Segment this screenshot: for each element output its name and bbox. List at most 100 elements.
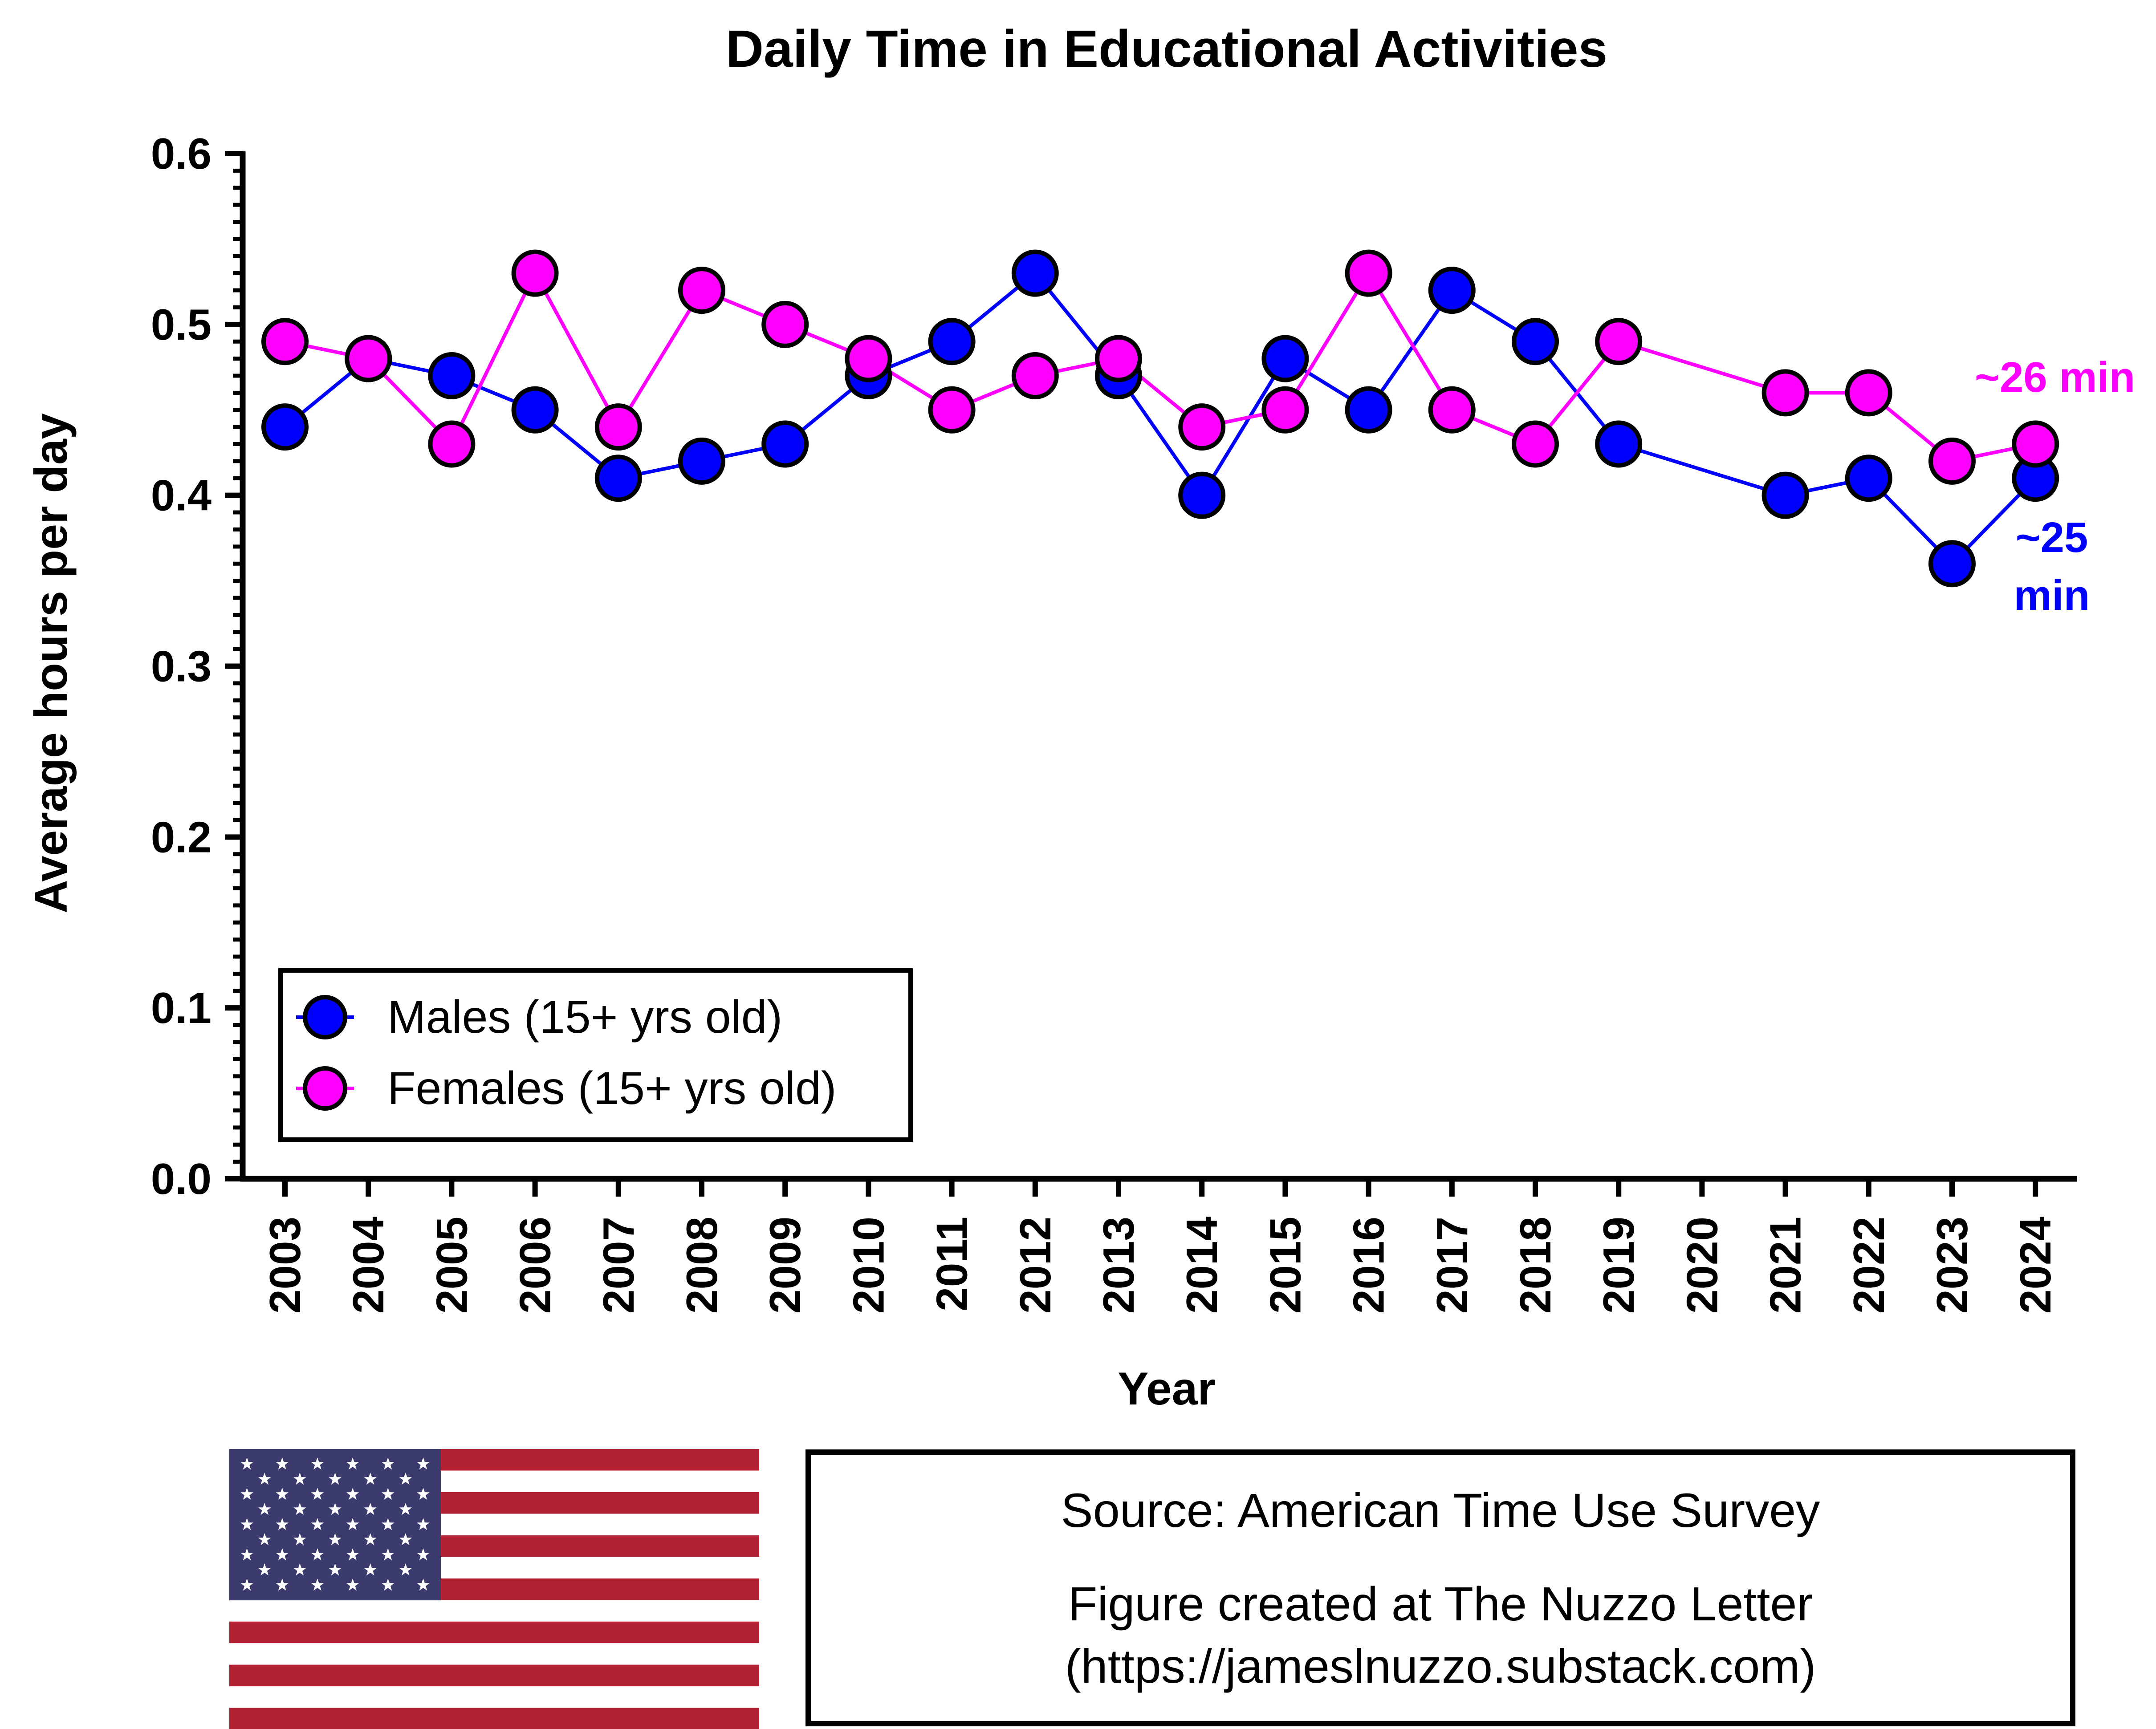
flag-star — [382, 1518, 395, 1530]
source-box-frame — [805, 1449, 2075, 1726]
x-tick-label: 2014 — [1177, 1217, 1226, 1314]
flag-star — [311, 1548, 324, 1561]
flag-star — [382, 1579, 395, 1591]
data-point-1 — [1095, 335, 1142, 382]
data-point-1 — [1261, 386, 1309, 434]
data-point-1 — [761, 300, 809, 348]
data-point-1 — [1761, 369, 1809, 417]
flag-star — [258, 1473, 271, 1485]
flag-star — [293, 1473, 306, 1485]
credit-text: Figure created at The Nuzzo Letter — [1068, 1577, 1813, 1631]
x-tick-label: 2008 — [677, 1217, 726, 1314]
x-tick-label: 2007 — [594, 1217, 643, 1314]
flag-star — [364, 1503, 377, 1515]
y-tick-label: 0.3 — [151, 642, 212, 691]
data-point-0 — [1428, 267, 1476, 314]
data-point-1 — [1595, 318, 1643, 365]
data-point-0 — [594, 455, 642, 502]
flag-star — [329, 1563, 342, 1576]
x-tick-label: 2018 — [1511, 1217, 1560, 1314]
data-point-1 — [594, 403, 642, 451]
flag-star — [276, 1457, 289, 1470]
annotation-males-end-1: ~25 — [2016, 514, 2088, 561]
flag-star — [311, 1488, 324, 1500]
flag-star — [346, 1488, 359, 1500]
source-box: Source: American Time Use Survey Figure … — [805, 1449, 2075, 1726]
data-point-0 — [428, 352, 476, 399]
flag-star — [417, 1488, 430, 1500]
y-tick-label: 0.1 — [151, 983, 212, 1032]
flag-star — [364, 1473, 377, 1485]
flag-star — [276, 1548, 289, 1561]
flag-star — [399, 1563, 412, 1576]
source-text: Source: American Time Use Survey — [1061, 1483, 1820, 1537]
data-point-0 — [761, 420, 809, 468]
flag-star — [417, 1518, 430, 1530]
flag-stripe — [229, 1708, 759, 1729]
flag-star — [258, 1503, 271, 1515]
flag-stripe — [229, 1621, 759, 1644]
x-tick-label: 2016 — [1344, 1217, 1393, 1314]
y-tick-label: 0.6 — [151, 129, 212, 178]
data-point-1 — [428, 420, 476, 468]
data-point-0 — [1178, 471, 1226, 519]
flag-star — [417, 1579, 430, 1591]
data-point-0 — [1261, 335, 1309, 382]
flag-star — [399, 1533, 412, 1546]
data-point-0 — [1011, 249, 1059, 297]
x-tick-label: 2022 — [1844, 1217, 1893, 1314]
series-points — [261, 249, 2059, 588]
data-point-0 — [1845, 455, 1892, 502]
data-point-0 — [1928, 540, 1976, 588]
data-point-1 — [1928, 437, 1976, 485]
x-tick-label: 2019 — [1594, 1217, 1643, 1314]
url-text: (https://jameslnuzzo.substack.com) — [1065, 1639, 1816, 1693]
x-tick-label: 2020 — [1677, 1217, 1726, 1314]
data-point-0 — [1345, 386, 1392, 434]
data-point-1 — [511, 249, 559, 297]
data-point-1 — [678, 267, 725, 314]
data-point-1 — [261, 318, 309, 365]
flag-star — [417, 1548, 430, 1561]
flag-star — [240, 1548, 253, 1561]
data-point-1 — [1178, 403, 1226, 451]
x-tick-label: 2003 — [260, 1217, 309, 1314]
data-point-0 — [1595, 420, 1643, 468]
flag-star — [346, 1457, 359, 1470]
flag-star — [293, 1503, 306, 1515]
flag-star — [329, 1503, 342, 1515]
y-tick-label: 0.5 — [151, 300, 212, 349]
flag-star — [329, 1473, 342, 1485]
x-axis-label: Year — [1118, 1363, 1216, 1415]
flag-star — [311, 1579, 324, 1591]
flag-star — [240, 1457, 253, 1470]
flag-star — [240, 1579, 253, 1591]
x-tick-label: 2006 — [511, 1217, 560, 1314]
data-point-0 — [1512, 318, 1559, 365]
x-tick-label: 2009 — [761, 1217, 810, 1314]
flag-star — [399, 1473, 412, 1485]
flag-star — [417, 1457, 430, 1470]
annotation-females-end: ~26 min — [1975, 353, 2135, 401]
x-tick-label: 2004 — [344, 1217, 393, 1314]
y-tick-label: 0.4 — [151, 471, 212, 520]
x-tick-label: 2010 — [844, 1217, 893, 1314]
flag-star — [382, 1488, 395, 1500]
us-flag-icon — [229, 1449, 759, 1729]
flag-star — [346, 1518, 359, 1530]
x-tick-label: 2013 — [1094, 1217, 1143, 1314]
chart-title: Daily Time in Educational Activities — [726, 20, 1607, 78]
flag-star — [293, 1563, 306, 1576]
x-tick-label: 2011 — [927, 1217, 976, 1311]
flag-star — [382, 1548, 395, 1561]
flag-star — [276, 1518, 289, 1530]
x-tick-label: 2015 — [1261, 1217, 1310, 1314]
legend-females-marker — [303, 1066, 347, 1111]
data-point-0 — [678, 437, 725, 485]
legend: Males (15+ yrs old) Females (15+ yrs old… — [278, 968, 913, 1142]
flag-star — [276, 1488, 289, 1500]
flag-stars — [240, 1457, 430, 1591]
data-point-1 — [928, 386, 976, 434]
x-tick-label: 2024 — [2011, 1217, 2060, 1314]
